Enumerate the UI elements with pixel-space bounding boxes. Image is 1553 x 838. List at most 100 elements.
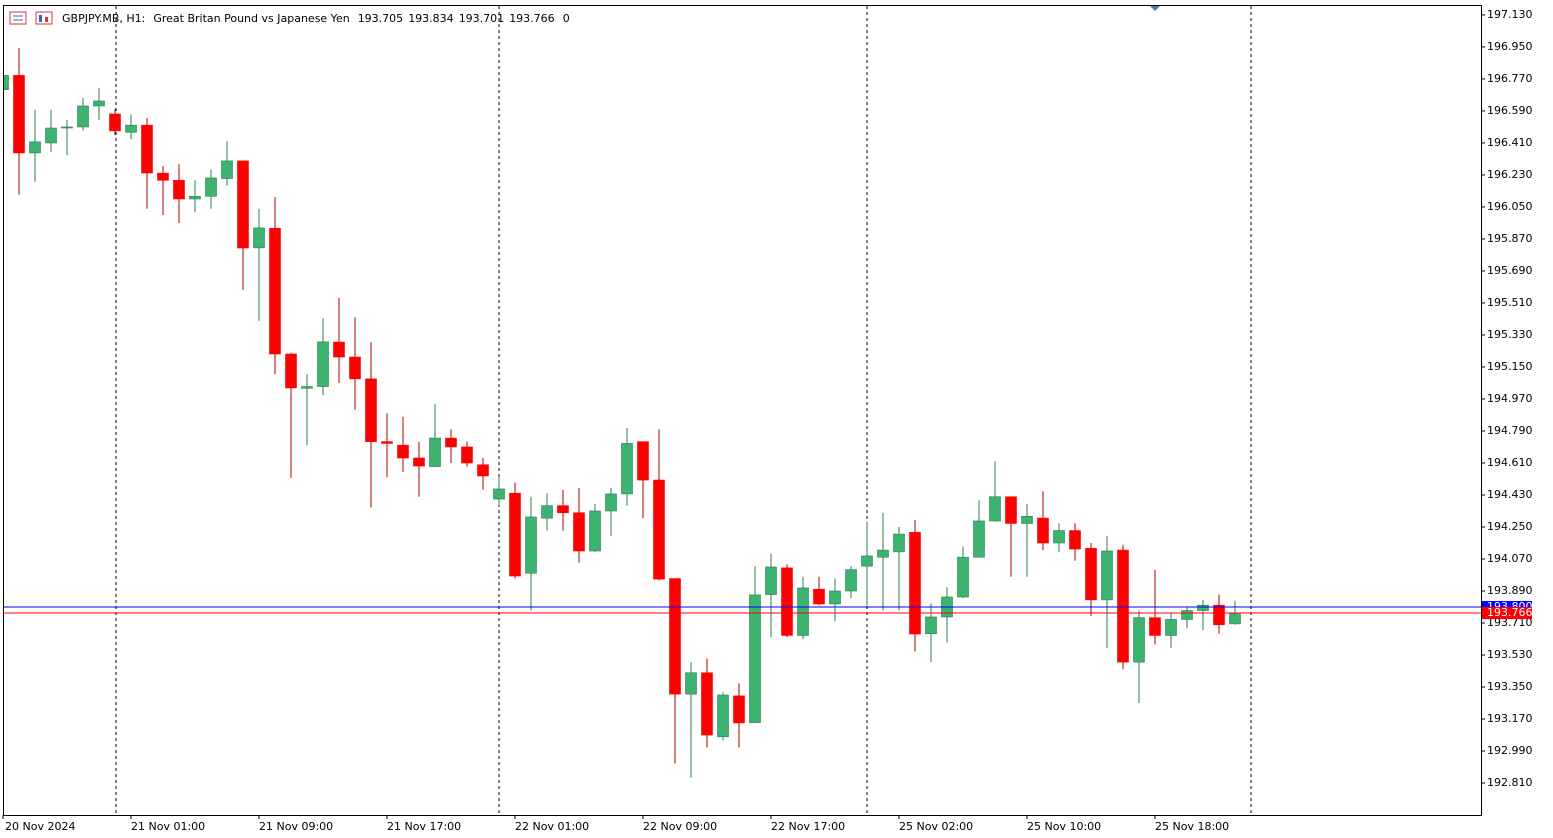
y-tick-label: 192.990 [1487, 744, 1533, 757]
candle-body [317, 341, 329, 387]
y-tick-label: 195.150 [1487, 360, 1533, 373]
y-tick-label: 195.330 [1487, 328, 1533, 341]
header: GBPJPY.MB, H1: Great Britan Pound vs Japa… [62, 12, 570, 25]
y-tick-label: 193.890 [1487, 584, 1533, 597]
candle-body [269, 228, 281, 355]
candle-body [861, 555, 873, 567]
candle-body [557, 505, 569, 514]
candle-body [733, 695, 745, 724]
candle-body [157, 172, 169, 181]
candle-body [397, 444, 409, 459]
candle-body [141, 124, 153, 174]
candle-body [573, 512, 585, 552]
y-tick-label: 196.050 [1487, 200, 1533, 213]
y-tick-label: 195.870 [1487, 232, 1533, 245]
candle-body [125, 124, 137, 133]
x-tick-label: 21 Nov 17:00 [387, 820, 461, 833]
candle-body [1165, 619, 1177, 636]
x-tick-label: 20 Nov 2024 [5, 820, 75, 833]
candle-body [301, 386, 313, 389]
period-separators [115, 6, 1252, 815]
candle-body [669, 578, 681, 695]
symbol: GBPJPY.MB, H1: [62, 12, 145, 25]
candles [4, 48, 1241, 778]
candle-body [685, 672, 697, 695]
candle-body [1005, 496, 1017, 524]
icon [45, 17, 48, 22]
bid-label-box [1482, 607, 1532, 620]
y-tick-label: 196.950 [1487, 40, 1533, 53]
plot-frame [3, 5, 1482, 816]
icon [39, 15, 42, 22]
candle-body [749, 594, 761, 723]
x-tick-label: 21 Nov 09:00 [259, 820, 333, 833]
description: Great Britan Pound vs Japanese Yen [153, 12, 349, 25]
candle-body [365, 378, 377, 442]
candle-body [637, 441, 649, 481]
y-tick-label: 193.530 [1487, 648, 1533, 661]
candle-body [477, 464, 489, 477]
candle-body [285, 353, 297, 389]
candle-body [333, 341, 345, 358]
y-tick-label: 194.430 [1487, 488, 1533, 501]
candle-body [493, 488, 505, 500]
y-tick-label: 196.770 [1487, 72, 1533, 85]
y-tick-label: 196.590 [1487, 104, 1533, 117]
candle-body [445, 437, 457, 448]
candle-body [877, 549, 889, 558]
candle-body [509, 492, 521, 577]
y-tick-label: 195.690 [1487, 264, 1533, 277]
y-tick-label: 195.510 [1487, 296, 1533, 309]
y-tick-label: 193.170 [1487, 712, 1533, 725]
header-value: 193.834 [408, 12, 454, 25]
candle-body [1037, 517, 1049, 544]
candle-body [1149, 617, 1161, 636]
candle-body [893, 533, 905, 553]
candle-body [413, 457, 425, 467]
candle-body [349, 356, 361, 380]
y-tick-label: 192.810 [1487, 776, 1533, 789]
candle-body [653, 479, 665, 580]
candle-body [525, 516, 537, 574]
candle-body [765, 566, 777, 595]
x-tick-label: 22 Nov 17:00 [771, 820, 845, 833]
candle-body [93, 100, 105, 107]
candle-body [925, 616, 937, 634]
x-tick-label: 25 Nov 02:00 [899, 820, 973, 833]
candle-body [829, 590, 841, 605]
candle-body [205, 177, 217, 197]
candle-body [45, 127, 57, 144]
header-value: 193.766 [509, 12, 555, 25]
icon [35, 11, 53, 25]
candle-body [797, 587, 809, 636]
candle-body [173, 179, 185, 200]
candle-body [781, 567, 793, 636]
candle-body [541, 505, 553, 519]
x-tick-label: 25 Nov 18:00 [1155, 820, 1229, 833]
candle-body [605, 493, 617, 512]
candle-body [77, 105, 89, 128]
candle-body [381, 441, 393, 444]
candle-body [1197, 604, 1209, 611]
candle-body [1085, 548, 1097, 601]
candle-body [973, 520, 985, 558]
candle-body [429, 437, 441, 467]
candle-body [1213, 604, 1225, 626]
candle-body [61, 126, 73, 129]
candle-body [701, 672, 713, 736]
candle-body [253, 227, 265, 249]
candle-body [1053, 530, 1065, 544]
candle-body [109, 113, 121, 132]
candle-body [957, 556, 969, 598]
candle-body [989, 496, 1001, 522]
bid-label: 193.766 [1487, 606, 1533, 619]
y-tick-label: 194.070 [1487, 552, 1533, 565]
candle-body [189, 195, 201, 200]
candle-body [621, 443, 633, 495]
candle-body [1133, 617, 1145, 663]
candle-body [1117, 549, 1129, 663]
candle-body [13, 75, 25, 154]
y-tick-label: 197.130 [1487, 8, 1533, 21]
